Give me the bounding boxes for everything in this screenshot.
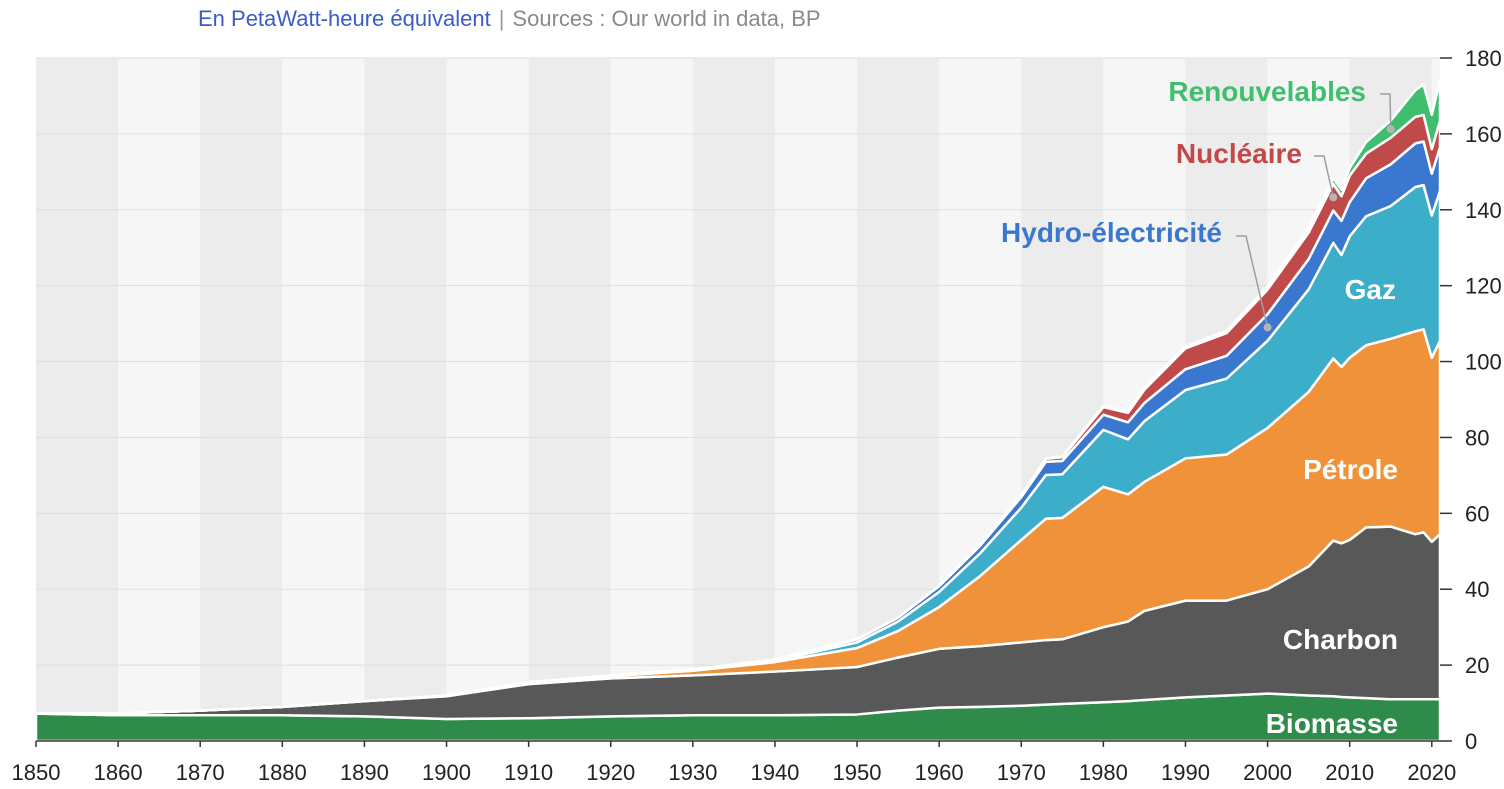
leader-line-renouvelables <box>1380 93 1392 130</box>
leader-line-nucleaire <box>1314 155 1334 198</box>
unit-label: En PetaWatt-heure équivalent <box>198 6 491 31</box>
y-tick-label: 100 <box>1465 350 1502 375</box>
background-band <box>118 58 201 741</box>
x-tick-label: 1890 <box>340 760 389 785</box>
background-band <box>774 58 858 741</box>
y-tick-label: 160 <box>1465 122 1502 147</box>
x-tick-label: 1950 <box>833 760 882 785</box>
subtitle-separator: | <box>498 6 505 31</box>
background-band <box>282 58 365 741</box>
leader-dot-hydro-electricité <box>1263 323 1272 332</box>
background-band <box>610 58 693 741</box>
x-tick-label: 1980 <box>1079 760 1128 785</box>
x-tick-label: 1920 <box>586 760 635 785</box>
y-tick-label: 60 <box>1465 501 1489 526</box>
x-tick-label: 1970 <box>997 760 1046 785</box>
label-pétrole: Pétrole <box>1303 454 1398 485</box>
y-tick-label: 20 <box>1465 653 1489 678</box>
y-tick-label: 180 <box>1465 46 1502 71</box>
x-tick-label: 1910 <box>504 760 553 785</box>
label-biomasse: Biomasse <box>1266 708 1398 739</box>
y-tick-label: 140 <box>1465 198 1502 223</box>
x-tick-label: 1850 <box>12 760 61 785</box>
background-band <box>364 58 447 741</box>
series-labels: Biomasse Charbon Pétrole Gaz Renouvelables Nu… <box>1001 76 1398 739</box>
x-tick-label: 1870 <box>176 760 225 785</box>
background-band <box>528 58 611 741</box>
axes: 1850 1860 1870 1880 1890 1900 1910 1920 1930 1940… <box>12 46 1502 785</box>
label-gaz: Gaz <box>1345 274 1396 305</box>
background-band <box>200 58 283 741</box>
leader-dot-nucleaire <box>1329 193 1338 202</box>
label-hydro-electricité: Hydro-électricité <box>1001 217 1222 248</box>
label-nucleaire: Nucléaire <box>1176 138 1302 169</box>
x-tick-label: 1880 <box>258 760 307 785</box>
series-areas <box>34 79 1442 743</box>
area-renouvelables <box>34 79 1442 715</box>
label-renouvelables: Renouvelables <box>1168 76 1366 107</box>
chart-subtitle: En PetaWatt-heure équivalent | Sources : O… <box>198 6 821 32</box>
x-tick-label: 2020 <box>1407 760 1456 785</box>
leader-dot-renouvelables <box>1386 125 1395 134</box>
sources-label: Sources : Our world in data, BP <box>512 6 821 31</box>
x-tick-label: 2010 <box>1325 760 1374 785</box>
y-tick-label: 0 <box>1465 729 1477 754</box>
background-band <box>446 58 529 741</box>
y-tick-label: 80 <box>1465 425 1489 450</box>
background-band <box>692 58 775 741</box>
background-band <box>36 58 119 741</box>
y-tick-label: 40 <box>1465 577 1489 602</box>
x-tick-label: 1940 <box>750 760 799 785</box>
x-tick-label: 1930 <box>668 760 717 785</box>
label-charbon: Charbon <box>1283 624 1398 655</box>
x-tick-label: 2000 <box>1243 760 1292 785</box>
leader-line-hydro-electricité <box>1236 235 1269 328</box>
x-tick-label: 1960 <box>915 760 964 785</box>
x-tick-label: 1900 <box>422 760 471 785</box>
y-tick-label: 120 <box>1465 274 1502 299</box>
x-tick-label: 1990 <box>1161 760 1210 785</box>
x-tick-label: 1860 <box>94 760 143 785</box>
